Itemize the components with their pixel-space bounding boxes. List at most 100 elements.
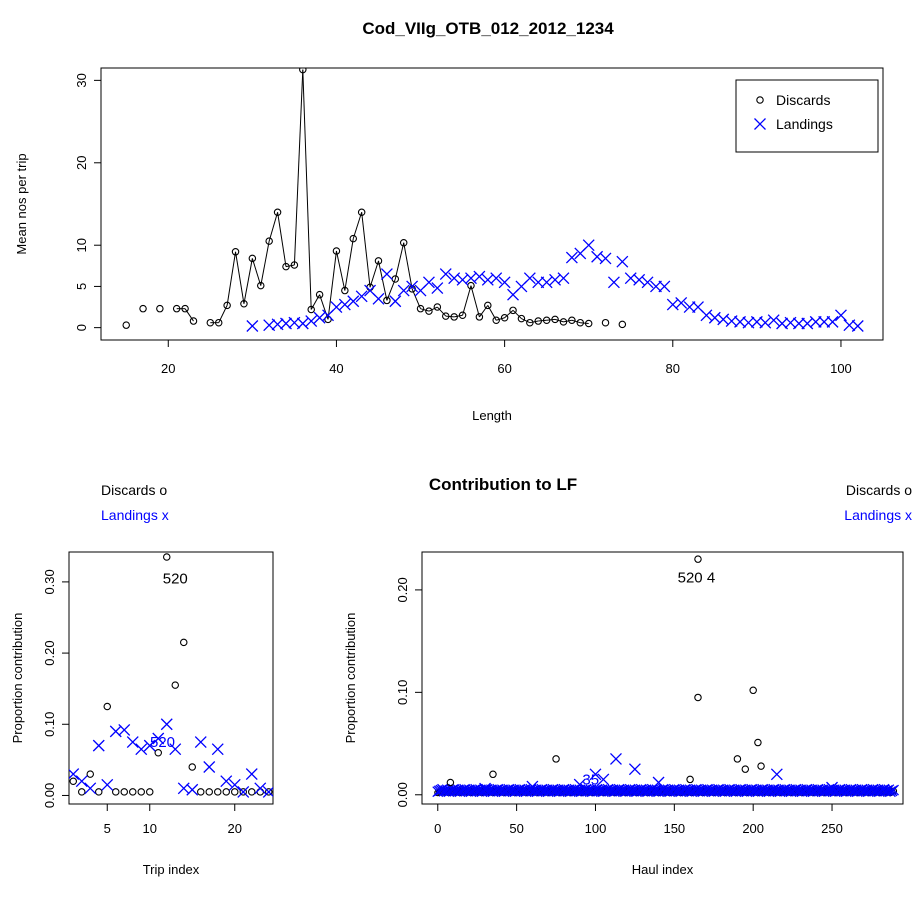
landings-point [523,272,536,285]
landings-point [599,252,612,265]
figure-title: Cod_VIIg_OTB_012_2012_1234 [362,19,614,38]
discards-point [290,261,299,269]
legend-box [735,79,879,153]
discards-point [214,318,223,327]
discards-point [754,738,762,747]
x-axis-label: Length [472,408,512,423]
landings-point [526,780,539,793]
discards-point [282,262,290,271]
landings-point [330,301,343,313]
landings-point [540,276,553,289]
series-line-segment [361,212,371,288]
x-tick-label: 250 [821,821,843,836]
x-tick-label: 100 [830,361,852,376]
landings-point [888,784,899,796]
discards-point [552,755,560,763]
landings-point [143,739,156,752]
series-line-segment [235,251,245,304]
series-line-segment [563,319,572,323]
discards-point [129,788,137,796]
landings-point [573,778,586,791]
discards-point [618,320,627,329]
trip-contribution-plot: 5 10 20 0.00 0.10 0.20 0.30 Trip index Proportio… [10,482,274,877]
discards-point [156,304,164,313]
discards-point [188,763,197,771]
y-axis-label: Mean nos per trip [14,153,29,254]
discards-point [383,296,391,305]
discards-point [163,553,171,561]
discards-point [399,238,408,247]
landings-point [616,255,629,268]
landings-point [397,284,410,297]
plot-frame [100,67,884,341]
discards-point [694,555,702,563]
series-line-segment [546,318,556,321]
discards-point [197,788,205,796]
series-line-segment [243,258,253,304]
landings-point [801,317,814,330]
landings-point [607,276,620,289]
discards-point [264,788,273,796]
landings-point [582,239,595,252]
x-tick-label: 150 [663,821,685,836]
y-tick-label: 0.20 [42,640,57,665]
discards-point [374,257,383,265]
discards-point [686,775,694,784]
landings-point [565,251,578,264]
x-tick-label: 20 [161,361,175,376]
x-tick-label: 200 [742,821,764,836]
landings-point [708,311,721,324]
series-line-segment [487,305,497,321]
discards-point [69,777,78,785]
landings-point [549,273,562,286]
legend-label: Landings [776,116,833,132]
discards-point [122,321,130,329]
discards-point [416,304,425,313]
landings-point [169,743,182,756]
y-axis-label: Proportion contribution [343,613,358,744]
series-line-segment [496,317,505,321]
discards-point [484,301,492,310]
discards-point [86,770,95,778]
series-line-segment [285,264,295,268]
series-line-segment [512,309,522,319]
y-tick-label: 5 [74,283,89,290]
landings-point [532,276,545,289]
discards-point [584,319,593,328]
discards-point [265,237,273,245]
series-line-segment [394,242,405,280]
landings-point [84,782,97,795]
landings-point [431,282,444,295]
landings-point [389,295,402,308]
y-tick-label: 0.30 [42,569,57,594]
x-axis-label: Trip index [143,862,200,877]
landings-point [826,781,838,794]
series-line-segment [352,212,363,239]
discards-point [559,318,568,326]
landings-point [101,778,114,791]
landings-point [246,320,259,332]
discards-point [78,788,86,796]
discards-point [240,299,248,308]
legend-marker [756,96,764,104]
x-tick-label: 5 [104,821,111,836]
series-line-segment [462,285,472,316]
series-line-segment [293,69,304,266]
landings-point [237,785,250,798]
discards-point [576,318,585,327]
landings-point [610,752,622,765]
discards-point [257,281,265,290]
point-annotation: 520 4 [678,570,716,587]
series-line-segment [260,240,270,286]
legend-label-landings: Landings x [844,507,912,523]
landings-point [809,315,822,328]
y-tick-label: 20 [74,156,89,170]
discards-point [551,315,559,324]
discards-point [526,318,534,327]
point-annotation: 520 [150,734,175,751]
discards-point [146,788,154,796]
x-axis-label: Haul index [632,862,694,877]
landings-point [338,298,351,311]
landings-point [652,776,665,789]
